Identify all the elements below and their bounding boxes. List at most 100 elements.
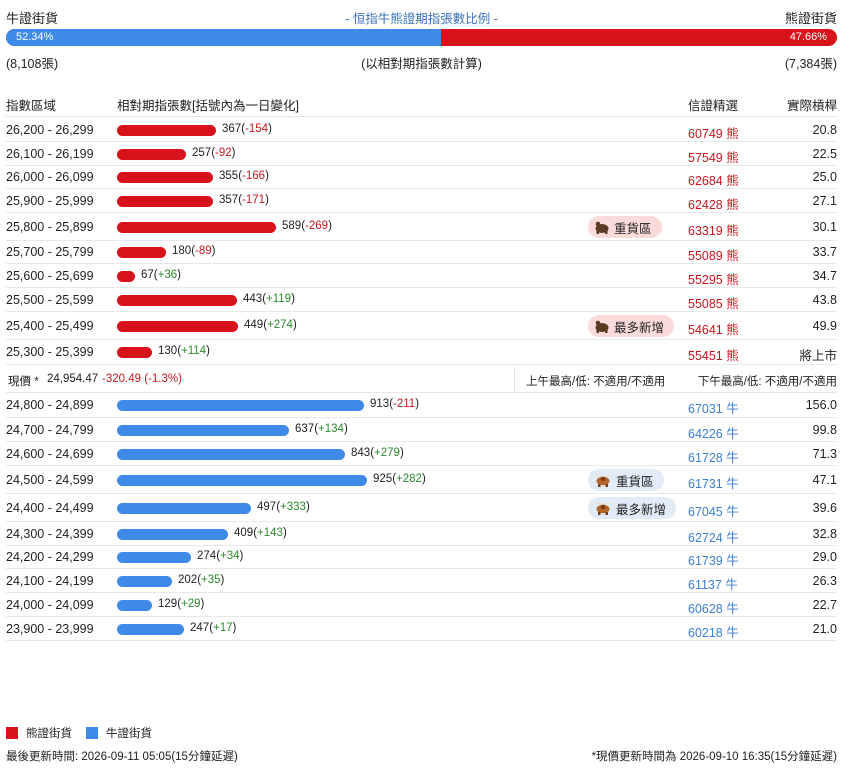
effective-leverage: 43.8 [812,293,837,307]
warrant-code-link[interactable]: 55451 熊 [688,345,739,364]
contracts-change: -154 [245,123,269,135]
warrant-code: 60749 [688,127,723,141]
bear-contracts-bar [117,295,237,306]
bull-row: 24,800 - 24,899 913(-211) 67031 牛 156.0 [6,393,837,418]
warrant-code: 63319 [688,224,723,238]
effective-leverage: 49.9 [812,319,837,333]
contracts-value: 913(-211) [370,398,420,410]
warrant-code-link[interactable]: 67031 牛 [688,398,739,417]
warrant-code-link[interactable]: 55089 熊 [688,245,739,264]
warrant-code-link[interactable]: 60218 牛 [688,622,739,641]
bear-legend-label: 熊證街貨 [26,728,72,740]
effective-leverage: 32.8 [812,527,837,541]
warrant-code-link[interactable]: 63319 熊 [688,220,739,239]
effective-leverage: 156.0 [805,398,837,412]
contracts-count: 913 [370,398,390,410]
ratio-header: 牛證街貨 - 恒指牛熊證期指張數比例 - 熊證街貨 [6,6,837,26]
bull-row: 24,500 - 24,599 925(+282) 重貨區 61731 牛 47.1 [6,466,837,494]
last-updated: 最後更新時間: 2026-09-11 05:05(15分鐘延遲) [6,751,238,763]
index-range: 25,800 - 25,899 [6,220,94,234]
warrant-code-link[interactable]: 54641 熊 [688,319,739,338]
bull-contracts-bar [117,400,364,411]
contracts-value: 589(-269) [282,220,332,232]
price-value: 24,954.47 [47,373,99,385]
index-range: 24,000 - 24,099 [6,598,94,612]
contracts-value: 637(+134) [295,423,348,435]
contracts-change: -171 [242,194,266,206]
index-range: 24,200 - 24,299 [6,550,94,564]
bull-ratio-fill [6,29,441,46]
ratio-title: - 恒指牛熊證期指張數比例 - [345,12,498,26]
ratio-note: (以相對期指張數計算) [361,57,482,71]
contracts-value: 443(+119) [243,293,295,305]
contracts-value: 257(-92) [192,147,236,159]
bull-icon [594,473,612,487]
contracts-count: 443 [243,293,263,305]
bull-contracts-bar [117,503,251,514]
contracts-count: 257 [192,147,212,159]
warrant-type: 牛 [726,602,739,616]
warrant-type: 熊 [726,249,739,263]
contracts-value: 274(+34) [197,550,244,562]
warrant-code-link[interactable]: 61137 牛 [688,574,738,593]
tag-label: 最多新增 [616,502,667,517]
contracts-change: -89 [195,245,212,257]
warrant-code-link[interactable]: 62724 牛 [688,527,739,546]
bear-count: (7,384張) [784,57,837,71]
index-range: 26,100 - 26,199 [6,147,94,161]
bear-contracts-bar [117,247,166,258]
price-change: -320.49 (-1.3%) [102,373,182,385]
bull-row: 23,900 - 23,999 247(+17) 60218 牛 21.0 [6,617,837,641]
bull-legend-swatch [86,727,98,739]
warrant-code: 61728 [688,451,723,465]
index-range: 24,700 - 24,799 [6,423,94,437]
warrant-code: 61739 [688,554,723,568]
warrant-code-link[interactable]: 57549 熊 [688,147,739,166]
warrant-code: 55451 [688,349,723,363]
ratio-counts: (8,108張) (以相對期指張數計算) (7,384張) [6,53,837,71]
contracts-change: +134 [318,423,344,435]
contracts-count: 843 [351,447,371,459]
bear-row: 25,600 - 25,699 67(+36) 55295 熊 34.7 [6,264,837,288]
warrant-code-link[interactable]: 62428 熊 [688,194,739,213]
price-label: 現價 * [8,376,39,388]
warrant-code-link[interactable]: 62684 熊 [688,170,739,189]
effective-leverage: 47.1 [812,473,837,487]
warrant-type: 牛 [726,451,739,465]
warrant-code-link[interactable]: 61731 牛 [688,473,739,492]
contracts-value: 367(-154) [222,123,272,135]
price-updated: *現價更新時間為 2026-09-10 16:35(15分鐘延遲) [591,751,837,763]
column-contracts: 相對期指張數[括號內為一日變化] [117,99,299,113]
warrant-type: 牛 [726,505,739,519]
bear-contracts-bar [117,149,186,160]
contracts-count: 130 [158,345,178,357]
contracts-change: +17 [213,622,233,634]
warrant-code-link[interactable]: 60628 牛 [688,598,739,617]
bull-bear-ratio-bar: 52.34% 47.66% [6,29,837,46]
contracts-count: 357 [219,194,239,206]
contracts-count: 925 [373,473,393,485]
contracts-value: 357(-171) [219,194,269,206]
contracts-change: -211 [393,398,416,410]
index-range: 25,500 - 25,599 [6,293,94,307]
index-range: 25,700 - 25,799 [6,245,94,259]
contracts-value: 355(-166) [219,170,269,182]
warrant-type: 牛 [726,554,739,568]
index-range: 25,900 - 25,999 [6,194,94,208]
bull-legend-label: 牛證街貨 [106,728,152,740]
warrant-code-link[interactable]: 61728 牛 [688,447,739,466]
contracts-change: +282 [396,473,422,485]
warrant-code-link[interactable]: 55295 熊 [688,269,739,288]
warrant-code: 67031 [688,402,723,416]
warrant-code-link[interactable]: 60749 熊 [688,123,739,142]
warrant-code: 60218 [688,626,723,640]
warrant-code-link[interactable]: 67045 牛 [688,501,739,520]
warrant-type: 熊 [726,174,739,188]
bull-contracts-bar [117,449,345,460]
warrant-code-link[interactable]: 64226 牛 [688,423,739,442]
warrant-type: 熊 [726,297,739,311]
tag-label: 重貨區 [614,221,652,236]
warrant-code-link[interactable]: 55085 熊 [688,293,739,312]
index-range: 24,300 - 24,399 [6,527,94,541]
warrant-code-link[interactable]: 61739 牛 [688,550,739,569]
